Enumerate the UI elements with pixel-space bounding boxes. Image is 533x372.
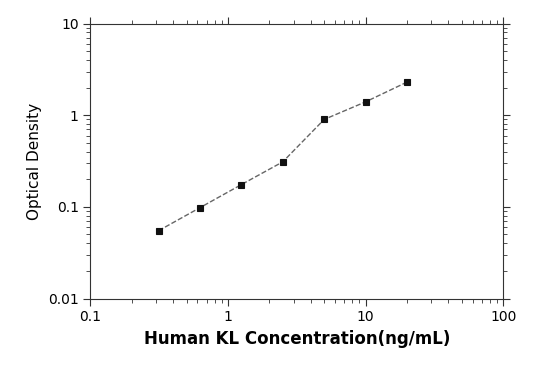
Y-axis label: Optical Density: Optical Density [27, 103, 42, 219]
X-axis label: Human KL Concentration(ng/mL): Human KL Concentration(ng/mL) [143, 330, 450, 348]
